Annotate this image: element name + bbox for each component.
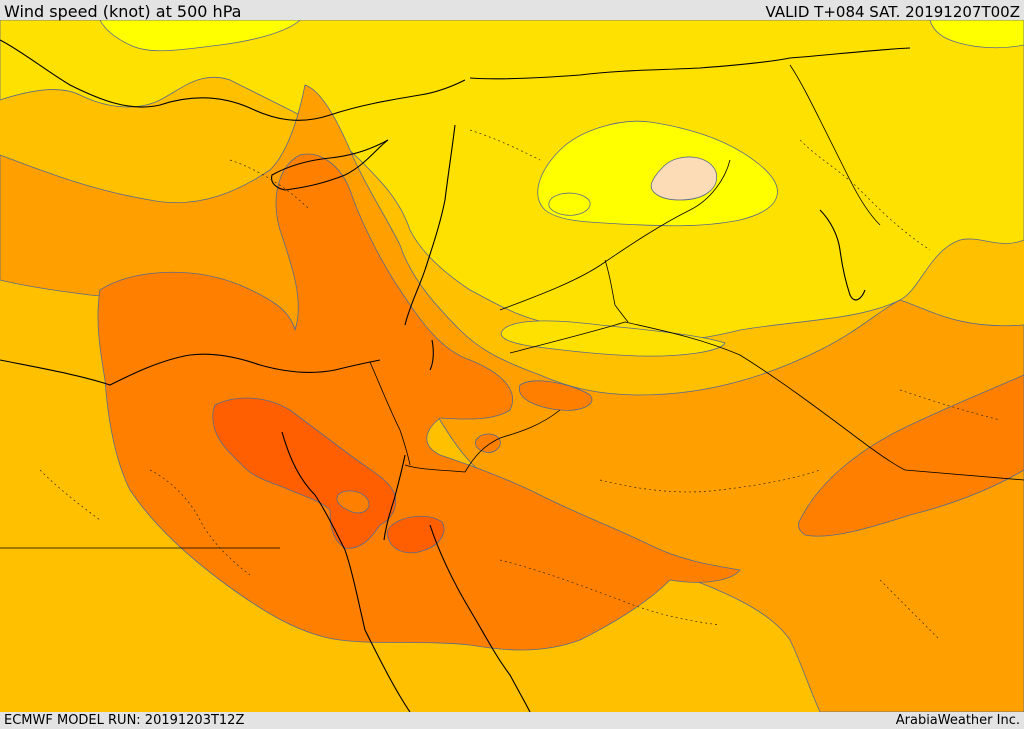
coast-red-sea-east xyxy=(429,524,531,712)
map-title: Wind speed (knot) at 500 hPa xyxy=(4,2,242,21)
border-saudi-north xyxy=(404,409,561,473)
credit-label: ArabiaWeather Inc. xyxy=(895,713,1020,728)
footer-bar: ECMWF MODEL RUN: 20191203T12Z ArabiaWeat… xyxy=(0,712,1024,729)
coastlines xyxy=(0,39,911,712)
band-low-stripe xyxy=(500,320,726,357)
model-run-label: ECMWF MODEL RUN: 20191203T12Z xyxy=(4,713,245,728)
coast-cyprus xyxy=(271,139,389,191)
band-higher-dot xyxy=(475,433,501,453)
border-iraq-iran xyxy=(789,64,881,226)
border-syria-iraq xyxy=(499,159,731,311)
border-jordan-saudi xyxy=(509,321,1024,481)
map-canvas xyxy=(0,20,1024,712)
coast-black-sea xyxy=(469,47,911,80)
border-iraq-saudi xyxy=(604,259,629,323)
band-lowest-north xyxy=(99,20,301,52)
admin-lines xyxy=(39,129,1001,641)
band-higher-east xyxy=(798,374,1024,537)
band-lowest-small xyxy=(548,192,591,216)
coast-gulf-suez xyxy=(281,431,411,712)
coast-caspian xyxy=(819,209,866,301)
coast-turkey xyxy=(0,39,466,121)
coast-gulf-aqaba xyxy=(383,454,406,541)
band-low-north xyxy=(0,20,1024,341)
borders xyxy=(0,64,1024,549)
calm-patch xyxy=(650,156,718,201)
band-higher-main xyxy=(97,153,741,651)
coast-dead-sea xyxy=(429,339,434,371)
coast-levant xyxy=(404,124,456,326)
border-sinai xyxy=(369,361,411,466)
band-lowest-northeast xyxy=(929,20,1024,49)
band-higher-hole xyxy=(336,490,370,514)
wind-speed-map[interactable] xyxy=(0,20,1024,712)
coast-egypt-north xyxy=(0,353,381,386)
valid-time: VALID T+084 SAT. 20191207T00Z xyxy=(765,3,1020,21)
band-higher-small xyxy=(519,380,593,411)
header-bar: Wind speed (knot) at 500 hPa VALID T+084… xyxy=(0,0,1024,21)
